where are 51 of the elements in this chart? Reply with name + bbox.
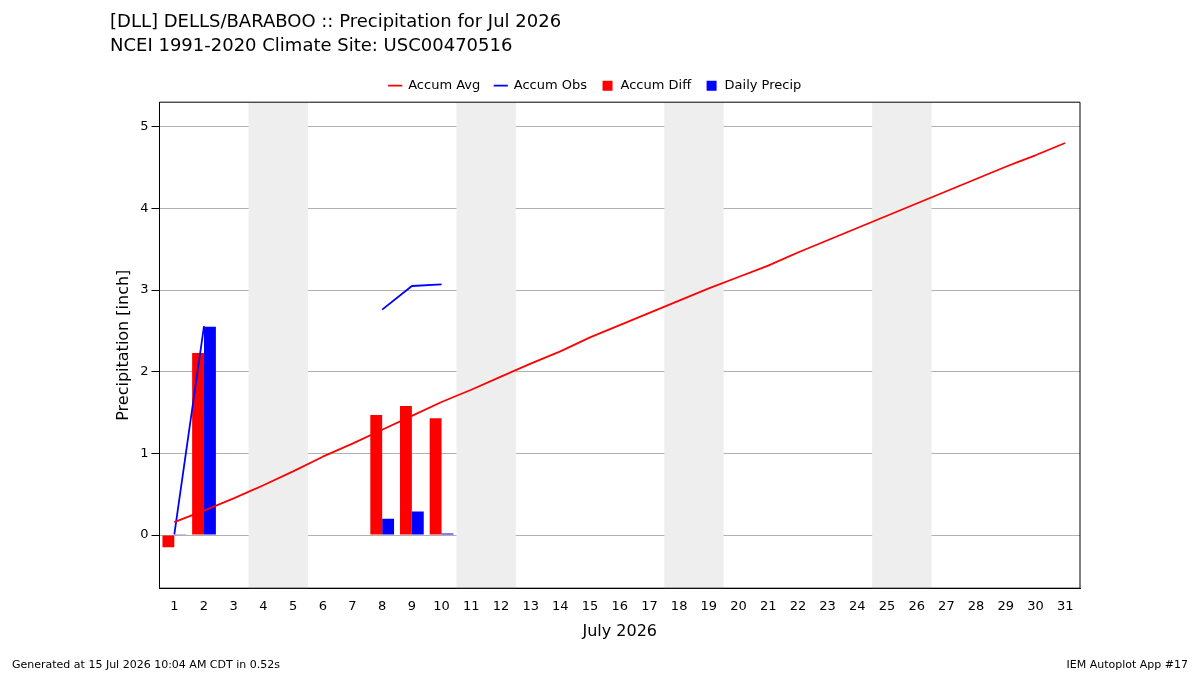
y-axis-title: Precipitation [inch] [112, 269, 132, 421]
x-tick-label: 13 [522, 598, 539, 614]
x-tick-label: 2 [199, 598, 209, 614]
bar [411, 511, 424, 535]
x-tick-label: 22 [789, 598, 807, 614]
x-tick-label: 8 [378, 598, 387, 614]
chart-subtitle: NCEI 1991-2020 Climate Site: USC00470516 [110, 34, 513, 56]
bar [429, 418, 442, 535]
x-tick-label: 25 [878, 598, 896, 614]
x-tick-label: 16 [611, 598, 629, 614]
x-tick-label: 7 [348, 598, 357, 614]
text: Generated at 15 Jul 2026 10:04 AM CDT in 0.52s [12, 658, 280, 671]
x-tick-label: 26 [908, 598, 925, 614]
x-axis-title: July 2026 [581, 620, 658, 640]
chart-title: [DLL] DELLS/BARABOO :: Precipitation for Jul 2026 [110, 10, 562, 32]
x-tick-label: 18 [670, 598, 688, 614]
y-tick-label: 0 [140, 526, 149, 542]
y-tick-label: 1 [140, 444, 149, 460]
x-tick-label: 6 [318, 598, 327, 614]
x-tick-label: 27 [938, 598, 955, 614]
x-tick-label: 3 [229, 598, 238, 614]
x-tick-label: 20 [730, 598, 747, 614]
x-tick-label: 9 [407, 598, 417, 614]
text: IEM Autoplot App #17 [1066, 658, 1188, 671]
y-tick-label: 4 [140, 199, 149, 215]
x-tick-label: 1 [170, 598, 179, 614]
x-tick-label: 19 [700, 598, 718, 614]
x-tick-label: 12 [492, 598, 510, 614]
legend-label: Accum Obs [513, 77, 588, 93]
y-tick-label: 3 [140, 281, 149, 297]
bar [162, 535, 175, 548]
x-tick-label: 30 [1027, 598, 1044, 614]
x-tick-label: 24 [849, 598, 866, 614]
y-tick-label: 2 [140, 363, 149, 379]
legend-label: Daily Precip [724, 77, 802, 93]
x-tick-label: 17 [641, 598, 658, 614]
x-tick-label: 28 [967, 598, 985, 614]
bar [382, 518, 395, 535]
x-tick-label: 15 [581, 598, 599, 614]
x-tick-label: 11 [462, 598, 480, 614]
x-tick-label: 23 [819, 598, 836, 614]
x-tick-label: 10 [433, 598, 450, 614]
x-tick-label: 31 [1056, 598, 1074, 614]
y-tick-label: 5 [140, 118, 149, 134]
x-tick-label: 29 [997, 598, 1015, 614]
x-tick-label: 21 [759, 598, 777, 614]
legend-label: Accum Diff [620, 77, 693, 93]
x-tick-label: 5 [288, 598, 298, 614]
x-tick-label: 14 [552, 598, 569, 614]
x-tick-label: 4 [259, 598, 268, 614]
legend-label: Accum Avg [408, 77, 481, 93]
